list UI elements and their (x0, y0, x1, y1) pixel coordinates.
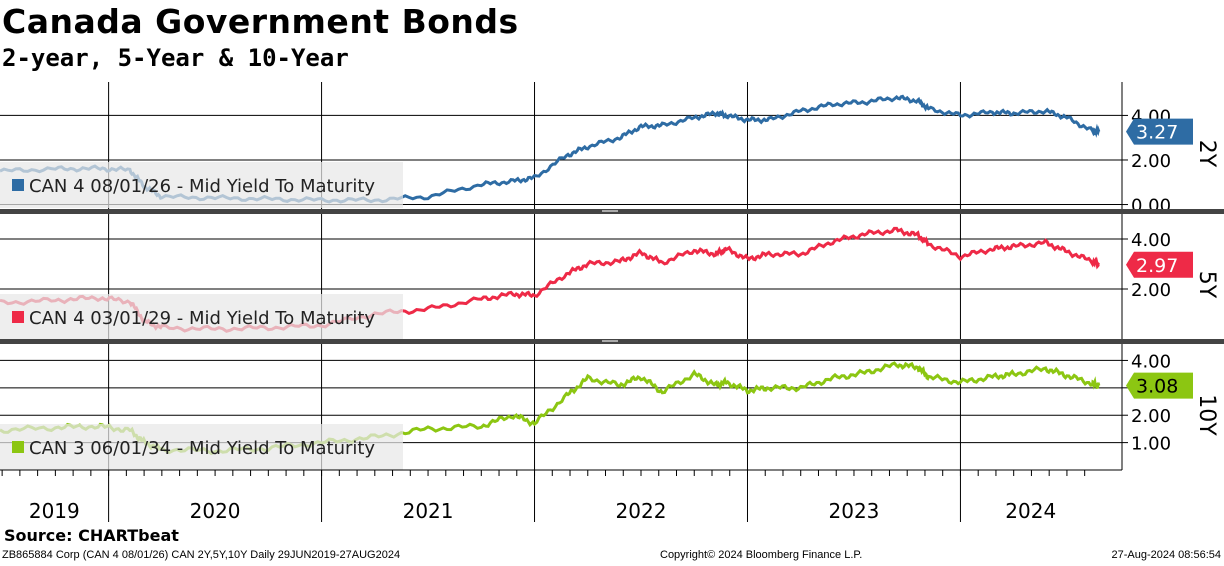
legend-swatch-5Y (12, 311, 24, 323)
x-label-2022: 2022 (616, 499, 667, 523)
panel-name-10Y: 10Y (1194, 394, 1219, 436)
ytick-label-10Y-1: 2.00 (1131, 406, 1171, 427)
legend-box-2Y (0, 162, 403, 208)
ytick-label-2Y-1: 2.00 (1131, 151, 1171, 172)
panel-name-2Y: 2Y (1194, 140, 1219, 168)
last-value-label-2Y: 3.27 (1136, 122, 1178, 144)
last-value-label-5Y: 2.97 (1136, 255, 1178, 277)
legend-box-10Y (0, 424, 403, 470)
source-label: Source: CHARTbeat (4, 526, 179, 545)
panel-5Y: 2.00 4.00 CAN 4 03/01/29 - Mid Yield To Ma… (0, 226, 1219, 340)
x-label-2021: 2021 (403, 499, 454, 523)
legend-swatch-10Y (12, 441, 24, 453)
last-value-tag-shape-10Y (1126, 372, 1193, 399)
x-label-2020: 2020 (190, 499, 241, 523)
panel-name-5Y: 5Y (1194, 271, 1219, 299)
ytick-label-10Y-3: 4.00 (1131, 351, 1171, 372)
x-label-2019: 2019 (29, 499, 80, 523)
ytick-label-10Y-0: 1.00 (1131, 434, 1171, 455)
footer-timestamp: 27-Aug-2024 08:56:54 (1111, 549, 1221, 561)
last-value-tag-shape-5Y (1126, 251, 1193, 278)
last-value-tag-5Y: 2.97 (1126, 251, 1193, 278)
last-value-tag-shape-2Y (1126, 118, 1193, 145)
x-label-2023: 2023 (829, 499, 880, 523)
ytick-label-5Y-1: 4.00 (1131, 230, 1171, 251)
last-value-tag-2Y: 3.27 (1126, 118, 1193, 145)
legend-box-5Y (0, 294, 403, 340)
last-value-tag-10Y: 3.08 (1126, 372, 1193, 399)
page-subtitle: 2-year, 5-Year & 10-Year (2, 44, 349, 72)
panel-separator-grip-1 (602, 340, 618, 342)
panel-separator-grip-0 (602, 210, 618, 212)
legend-label-2Y: CAN 4 08/01/26 - Mid Yield To Maturity (29, 176, 375, 197)
footer-ticker: ZB865884 Corp (CAN 4 08/01/26) CAN 2Y,5Y… (2, 549, 401, 561)
ytick-label-5Y-0: 2.00 (1131, 280, 1171, 301)
legend-label-5Y: CAN 4 03/01/29 - Mid Yield To Maturity (29, 308, 375, 329)
footer-copyright: Copyright© 2024 Bloomberg Finance L.P. (660, 549, 863, 561)
legend-swatch-2Y (12, 179, 24, 191)
last-value-label-10Y: 3.08 (1136, 376, 1178, 398)
x-label-2024: 2024 (1005, 499, 1056, 523)
page-title: Canada Government Bonds (2, 2, 519, 41)
legend-label-10Y: CAN 3 06/01/34 - Mid Yield To Maturity (29, 438, 375, 459)
